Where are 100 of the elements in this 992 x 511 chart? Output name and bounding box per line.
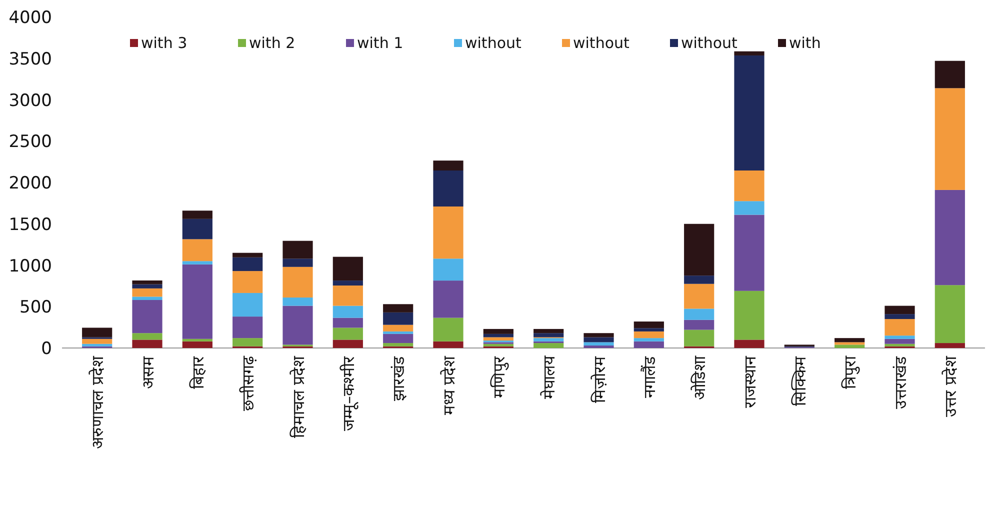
bar — [232, 338, 263, 346]
x-tick-label: हिमाचल प्रदेश — [288, 355, 308, 438]
x-tick-label: सिक्किम — [790, 356, 810, 406]
bar — [684, 284, 714, 309]
legend-label: with 2 — [249, 34, 296, 52]
bar — [82, 344, 112, 346]
bar — [433, 160, 464, 170]
bar — [483, 328, 514, 334]
bar — [232, 316, 263, 338]
y-tick-label: 0 — [41, 339, 52, 359]
y-tick-label: 2000 — [8, 174, 52, 194]
bar — [734, 201, 764, 215]
bar — [534, 343, 564, 348]
bar — [634, 322, 664, 328]
x-tick-label: राजस्थान — [740, 355, 760, 408]
bar — [734, 214, 764, 291]
bar — [232, 257, 263, 272]
bar — [132, 284, 162, 288]
bar — [884, 338, 915, 344]
bar — [383, 334, 414, 344]
legend-label: without — [573, 34, 630, 52]
bar — [584, 337, 614, 342]
bar — [82, 328, 112, 338]
x-tick-label: मणिपुर — [489, 356, 510, 398]
bar — [282, 306, 313, 345]
x-tick-label: नगालैंड — [640, 356, 659, 398]
y-tick-label: 1500 — [8, 214, 52, 235]
bar — [433, 341, 464, 348]
x-tick-label: अरुणाचल प्रदेश — [88, 355, 108, 450]
x-tick-label: उत्तराखंड — [890, 356, 910, 409]
bar — [834, 344, 865, 348]
legend-label: with 3 — [141, 34, 188, 52]
bar — [934, 88, 965, 190]
bar — [734, 55, 764, 170]
y-tick-label: 3000 — [8, 90, 52, 111]
bar — [232, 271, 263, 293]
bar — [282, 258, 313, 267]
x-tick-label: मिज़ोरम — [590, 356, 609, 403]
legend-label: with 1 — [357, 34, 404, 52]
x-tick-label: झारखंड — [389, 356, 408, 401]
x-tick-label: छत्तीसगढ़ — [238, 355, 258, 411]
x-tick-label: बिहार — [188, 356, 208, 389]
bar — [132, 280, 162, 284]
bar — [734, 340, 764, 348]
bar — [182, 338, 212, 342]
bar — [634, 341, 664, 348]
bar — [684, 276, 714, 284]
bar — [734, 290, 764, 340]
bar — [332, 256, 363, 281]
bar — [132, 300, 162, 334]
x-tick-label: उत्तर प्रदेश — [940, 355, 960, 418]
bar — [383, 324, 414, 332]
legend-label: without — [465, 34, 522, 52]
bar — [934, 285, 965, 344]
bar — [182, 218, 212, 240]
x-tick-label: मध्य प्रदेश — [439, 355, 458, 416]
bar — [182, 264, 212, 339]
bar — [734, 170, 764, 202]
bar — [834, 342, 865, 345]
bar — [433, 170, 464, 206]
legend-label: with — [789, 34, 821, 52]
bar — [634, 331, 664, 338]
bar — [232, 292, 263, 317]
bar — [884, 336, 915, 339]
x-tick-label: ओडिशा — [690, 355, 710, 400]
bar — [82, 338, 112, 344]
bar — [433, 280, 464, 318]
bar — [182, 239, 212, 262]
bar — [232, 252, 263, 258]
bar — [182, 341, 212, 348]
bar — [884, 319, 915, 336]
bar — [282, 266, 313, 298]
bar — [383, 331, 414, 334]
legend-label: without — [681, 34, 738, 52]
bar — [584, 342, 614, 346]
bar — [132, 333, 162, 340]
bar — [684, 224, 714, 276]
bar — [433, 258, 464, 281]
bar — [433, 318, 464, 342]
bar — [383, 312, 414, 325]
bar — [433, 206, 464, 259]
bar — [332, 318, 363, 328]
x-tick-label: त्रिपुरा — [840, 355, 861, 389]
bar — [383, 343, 414, 346]
bar — [734, 51, 764, 56]
bar — [934, 343, 965, 348]
y-tick-label: 500 — [20, 298, 52, 318]
bar — [332, 328, 363, 340]
bar — [884, 306, 915, 314]
bar — [534, 333, 564, 338]
y-tick-label: 1000 — [8, 256, 52, 276]
bar — [332, 306, 363, 318]
y-tick-label: 4000 — [8, 8, 52, 28]
bar — [934, 60, 965, 88]
y-tick-label: 2500 — [8, 132, 52, 152]
bar — [332, 286, 363, 306]
y-tick-label: 3500 — [8, 49, 52, 70]
bar — [534, 338, 564, 342]
bar — [282, 240, 313, 259]
bar — [884, 314, 915, 320]
